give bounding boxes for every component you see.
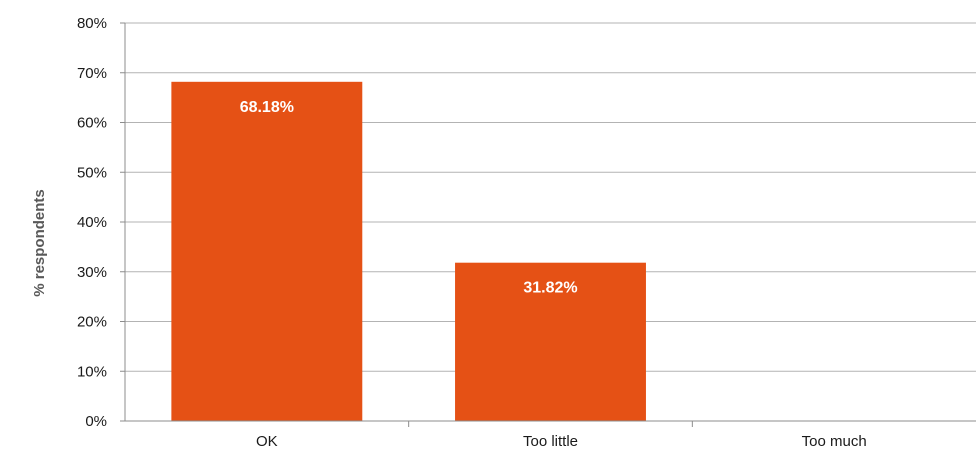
x-tick-label: OK [256, 433, 278, 450]
y-tick-label: 10% [77, 363, 107, 380]
y-tick-label: 40% [77, 214, 107, 231]
y-tick-label: 50% [77, 164, 107, 181]
data-labels: 68.18% 31.82% [240, 99, 578, 297]
data-label: 31.82% [523, 280, 577, 297]
x-tick-label: Too little [523, 433, 578, 450]
y-tick-label: 60% [77, 115, 107, 132]
bars [171, 81, 646, 421]
x-tick-labels: OK Too little Too much [256, 433, 867, 450]
y-tick-label: 20% [77, 314, 107, 331]
bar-ok [171, 81, 363, 421]
y-tick-label: 30% [77, 264, 107, 281]
axes [120, 22, 976, 427]
x-tick-label: Too much [802, 433, 867, 450]
y-tick-label: 80% [77, 15, 107, 32]
y-tick-label: 0% [85, 413, 107, 430]
data-label: 68.18% [240, 99, 294, 116]
y-axis-title: % respondents [31, 189, 48, 297]
bar-too-little [455, 262, 646, 421]
y-tick-label: 70% [77, 65, 107, 82]
y-tick-labels: 0% 10% 20% 30% 40% 50% 60% 70% 80% [77, 15, 107, 430]
